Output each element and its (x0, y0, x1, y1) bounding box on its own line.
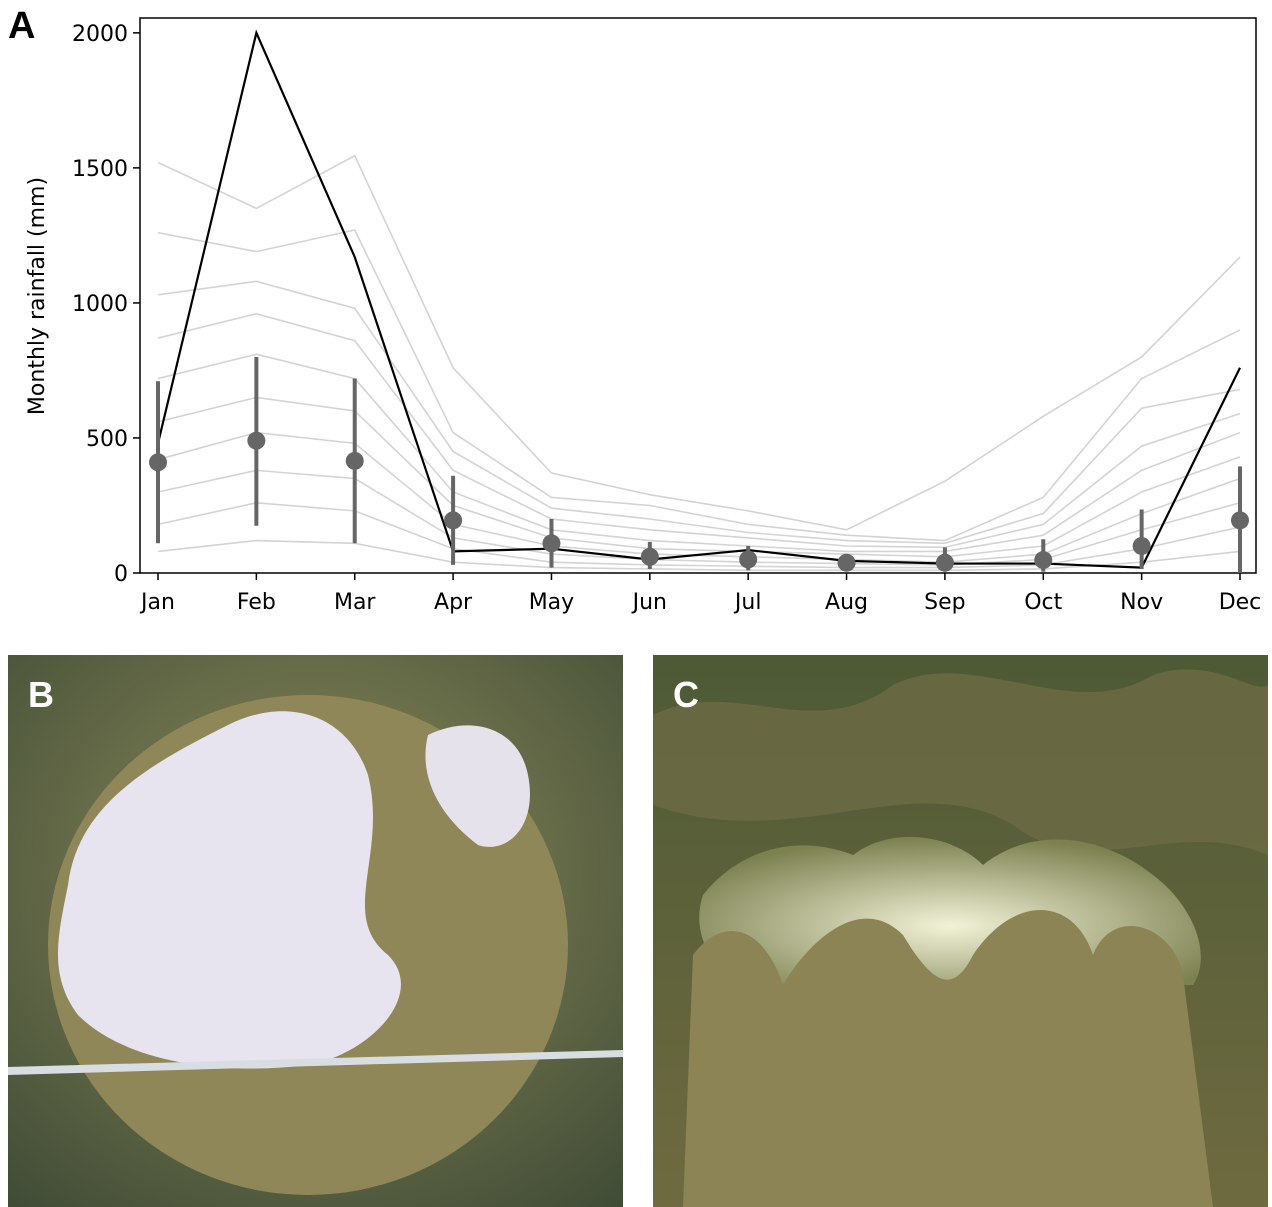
series-line (158, 354, 1240, 551)
series-line (158, 33, 1240, 568)
mean-point (444, 511, 462, 529)
y-tick-label: 1000 (72, 292, 128, 317)
panel-label: B (28, 674, 54, 715)
mean-point (247, 432, 265, 450)
x-tick-label: Mar (334, 590, 376, 615)
x-tick-label: Aug (825, 590, 868, 615)
mean-point (1231, 511, 1249, 529)
y-tick-label: 0 (114, 562, 128, 587)
panel-label: C (673, 674, 699, 715)
mean-point (641, 548, 659, 566)
mean-point (346, 452, 364, 470)
x-tick-label: Jan (139, 590, 175, 615)
series-line (158, 281, 1240, 543)
photo-c: C (653, 655, 1268, 1207)
x-tick-label: Feb (237, 590, 276, 615)
x-tick-label: Jul (733, 590, 762, 615)
x-tick-label: Apr (434, 590, 473, 615)
mean-point (149, 453, 167, 471)
series-line (158, 156, 1240, 530)
x-tick-label: Oct (1024, 590, 1062, 615)
series-line (158, 230, 1240, 541)
x-tick-label: Dec (1219, 590, 1262, 615)
x-tick-label: Sep (924, 590, 965, 615)
panel-label: A (8, 5, 35, 47)
photo-b: B (8, 655, 623, 1207)
x-tick-label: May (529, 590, 574, 615)
mean-point (739, 550, 757, 568)
chart: A Monthly rainfall (mm) 0 500 1000 1500 2000… (0, 0, 1272, 640)
page: A Monthly rainfall (mm) 0 500 1000 1500 2000… (0, 0, 1272, 1207)
y-tick-label: 500 (86, 427, 128, 452)
mean-point (542, 534, 560, 552)
mean-point (1034, 551, 1052, 569)
y-axis-label: Monthly rainfall (mm) (25, 177, 50, 415)
x-tick-label: Jun (631, 590, 667, 615)
y-tick-label: 1500 (72, 157, 128, 182)
y-tick-label: 2000 (72, 22, 128, 47)
mean-point (838, 554, 856, 572)
mean-point (1133, 537, 1151, 555)
x-tick-label: Nov (1120, 590, 1163, 615)
mean-point (936, 554, 954, 572)
